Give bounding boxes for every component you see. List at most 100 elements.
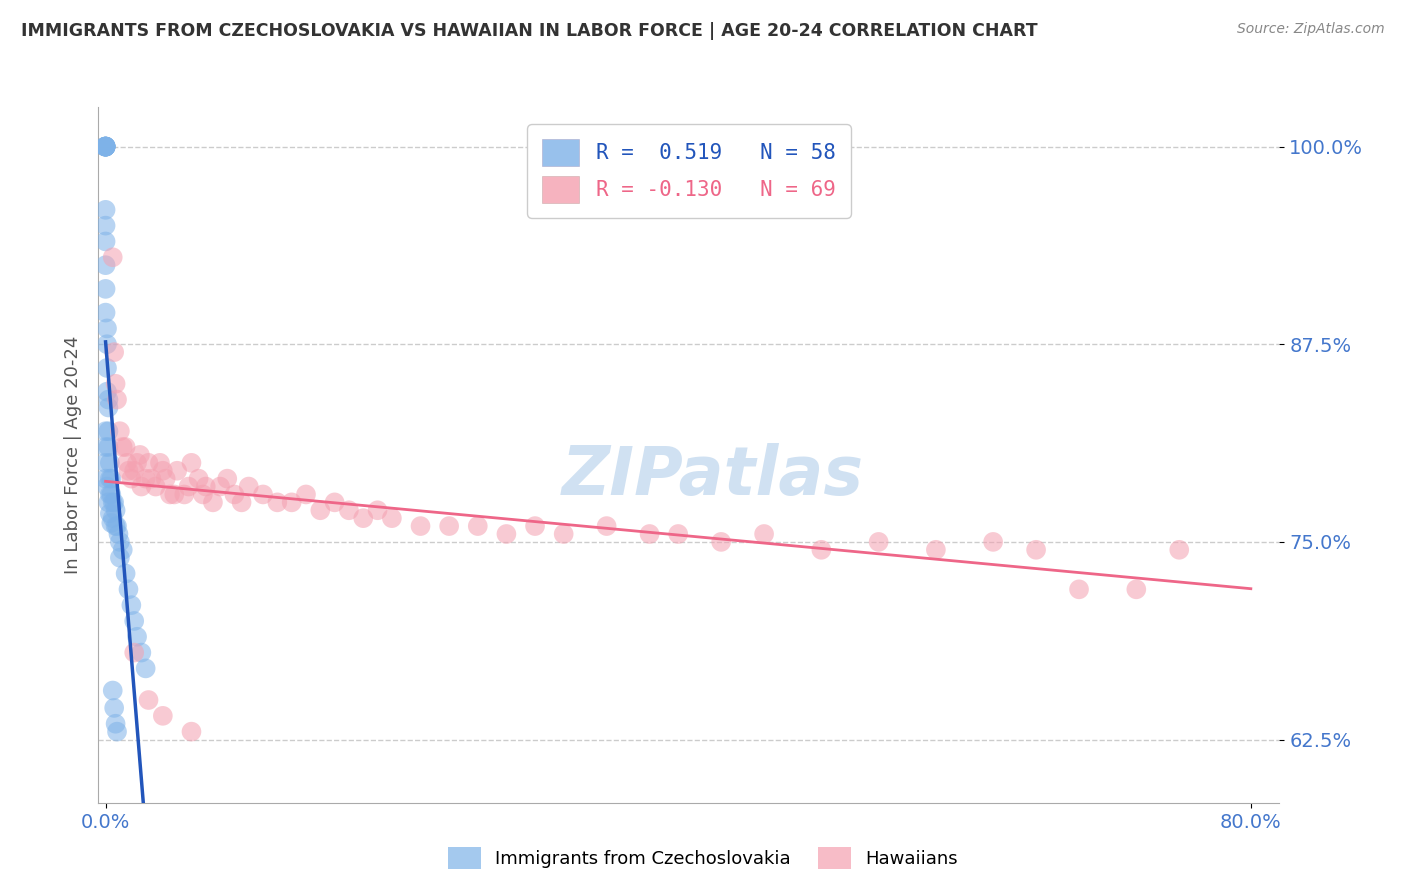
Point [138,456,160,470]
Point [104,519,127,533]
Point [101,511,124,525]
Point [96,360,118,375]
Point [177,479,200,493]
Point [295,487,318,501]
Legend: Immigrants from Czechoslovakia, Hawaiians: Immigrants from Czechoslovakia, Hawaiian… [439,838,967,879]
Point [191,487,214,501]
Point [201,495,224,509]
Point [108,424,131,438]
Point [323,495,346,509]
Point [1168,542,1191,557]
Point [94,139,117,153]
Point [280,495,302,509]
Point [467,519,489,533]
Point [495,527,517,541]
Point [105,392,128,407]
Text: Source: ZipAtlas.com: Source: ZipAtlas.com [1237,22,1385,37]
Point [868,534,890,549]
Point [114,566,136,581]
Point [100,472,122,486]
Point [97,495,120,509]
Point [180,724,202,739]
Point [120,598,142,612]
Point [96,337,118,351]
Point [98,487,121,501]
Point [437,519,460,533]
Point [553,527,575,541]
Point [209,479,232,493]
Point [94,139,117,153]
Point [94,235,117,249]
Y-axis label: In Labor Force | Age 20-24: In Labor Force | Age 20-24 [63,335,82,574]
Point [138,693,160,707]
Point [105,724,128,739]
Point [166,464,188,478]
Point [114,440,136,454]
Point [409,519,432,533]
Point [224,487,246,501]
Point [131,646,153,660]
Point [187,472,209,486]
Point [1125,582,1147,597]
Point [163,487,186,501]
Point [925,542,948,557]
Point [111,542,134,557]
Point [145,479,167,493]
Point [638,527,661,541]
Point [135,661,157,675]
Point [122,464,145,478]
Point [159,487,181,501]
Point [173,487,195,501]
Text: IMMIGRANTS FROM CZECHOSLOVAKIA VS HAWAIIAN IN LABOR FORCE | AGE 20-24 CORRELATIO: IMMIGRANTS FROM CZECHOSLOVAKIA VS HAWAII… [21,22,1038,40]
Point [231,495,253,509]
Point [107,527,129,541]
Point [96,321,118,335]
Point [104,716,127,731]
Point [94,472,117,486]
Point [108,550,131,565]
Point [217,472,239,486]
Point [252,487,274,501]
Point [103,495,125,509]
Point [381,511,404,525]
Point [122,646,145,660]
Point [266,495,288,509]
Point [94,282,117,296]
Point [94,139,117,153]
Point [981,534,1004,549]
Point [94,139,117,153]
Point [238,479,260,493]
Point [524,519,547,533]
Point [105,519,128,533]
Point [97,401,120,415]
Point [810,542,832,557]
Point [1067,582,1090,597]
Point [131,479,153,493]
Point [94,305,117,319]
Point [1025,542,1047,557]
Point [149,456,172,470]
Point [94,139,117,153]
Point [98,507,121,521]
Point [111,440,134,454]
Point [367,503,389,517]
Point [100,487,122,501]
Point [595,519,617,533]
Point [101,683,124,698]
Point [155,472,177,486]
Point [98,472,121,486]
Point [108,534,131,549]
Point [117,582,139,597]
Point [94,258,117,272]
Point [94,139,117,153]
Point [337,503,360,517]
Point [94,139,117,153]
Point [98,456,121,470]
Text: ZIPatlas: ZIPatlas [561,442,863,508]
Legend: R =  0.519   N = 58, R = -0.130   N = 69: R = 0.519 N = 58, R = -0.130 N = 69 [527,124,851,218]
Point [152,464,174,478]
Point [125,456,148,470]
Point [129,448,152,462]
Point [94,424,117,438]
Point [103,345,125,359]
